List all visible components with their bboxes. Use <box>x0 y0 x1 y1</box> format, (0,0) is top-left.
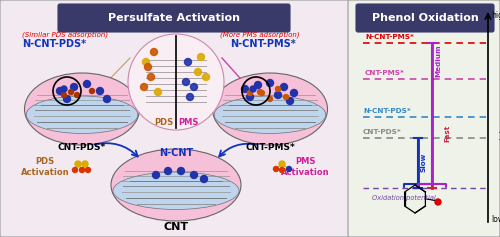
Text: low: low <box>491 214 500 223</box>
Circle shape <box>260 91 264 96</box>
Circle shape <box>250 86 256 92</box>
Text: N-CNT-PMS*: N-CNT-PMS* <box>365 34 414 40</box>
Ellipse shape <box>111 149 241 221</box>
Circle shape <box>148 73 154 81</box>
Text: CNT-PMS*: CNT-PMS* <box>245 143 295 152</box>
Circle shape <box>74 92 80 97</box>
Circle shape <box>280 168 284 173</box>
Text: CNT-PDS*: CNT-PDS* <box>58 143 106 152</box>
Circle shape <box>61 86 67 92</box>
Ellipse shape <box>214 96 326 133</box>
Circle shape <box>150 49 158 55</box>
FancyBboxPatch shape <box>58 4 290 32</box>
Text: Fast: Fast <box>444 125 450 142</box>
Circle shape <box>68 90 73 95</box>
Circle shape <box>268 96 272 101</box>
Text: PMS
Activation: PMS Activation <box>280 157 330 177</box>
Text: PDS: PDS <box>154 118 174 127</box>
Text: CNT: CNT <box>164 222 188 232</box>
Circle shape <box>266 79 274 87</box>
FancyBboxPatch shape <box>348 0 500 237</box>
Text: N-CNT-PDS*: N-CNT-PDS* <box>363 108 411 114</box>
Text: N-CNT: N-CNT <box>159 148 193 158</box>
Circle shape <box>64 96 70 102</box>
Circle shape <box>246 94 254 100</box>
Circle shape <box>274 91 281 99</box>
Circle shape <box>254 82 262 88</box>
Circle shape <box>284 95 288 100</box>
Circle shape <box>154 88 162 96</box>
Text: Potential (V): Potential (V) <box>498 93 500 141</box>
Ellipse shape <box>24 73 140 145</box>
Circle shape <box>164 168 172 174</box>
Circle shape <box>140 83 147 91</box>
Text: Slow: Slow <box>421 153 427 173</box>
Circle shape <box>72 168 78 173</box>
Circle shape <box>194 68 202 76</box>
Circle shape <box>182 78 190 86</box>
Text: CNT-PDS*: CNT-PDS* <box>363 129 402 136</box>
Text: Phenol Oxidation: Phenol Oxidation <box>372 13 478 23</box>
Circle shape <box>90 88 94 94</box>
Circle shape <box>70 83 78 91</box>
Circle shape <box>144 64 152 70</box>
Circle shape <box>286 167 292 172</box>
Text: (More PMS adsorption): (More PMS adsorption) <box>220 32 300 38</box>
Circle shape <box>248 91 252 96</box>
Circle shape <box>104 96 110 102</box>
Ellipse shape <box>212 73 328 145</box>
Circle shape <box>152 172 160 178</box>
Circle shape <box>186 94 194 100</box>
Circle shape <box>242 86 248 92</box>
Circle shape <box>84 81 90 87</box>
Circle shape <box>198 54 204 60</box>
Text: high: high <box>491 10 500 19</box>
Text: Persulfate Activation: Persulfate Activation <box>108 13 240 23</box>
Text: N-CNT-PDS*: N-CNT-PDS* <box>22 39 86 49</box>
FancyBboxPatch shape <box>0 0 350 237</box>
Circle shape <box>178 168 184 174</box>
FancyBboxPatch shape <box>356 4 494 32</box>
Circle shape <box>86 168 90 173</box>
Text: PDS
Activation: PDS Activation <box>20 157 70 177</box>
Circle shape <box>276 87 280 91</box>
Circle shape <box>75 161 81 167</box>
Text: (Similar PDS adsorption): (Similar PDS adsorption) <box>22 32 108 38</box>
Circle shape <box>62 92 66 97</box>
Circle shape <box>200 176 207 182</box>
Circle shape <box>202 73 209 81</box>
Circle shape <box>435 199 441 205</box>
Circle shape <box>280 83 287 91</box>
Ellipse shape <box>26 96 138 133</box>
Circle shape <box>274 167 278 172</box>
Circle shape <box>190 172 198 178</box>
Circle shape <box>258 90 262 95</box>
Text: N-CNT-PMS*: N-CNT-PMS* <box>230 39 296 49</box>
Ellipse shape <box>113 172 239 210</box>
Circle shape <box>184 59 192 65</box>
Circle shape <box>279 161 285 167</box>
Circle shape <box>142 59 150 65</box>
Text: Medium: Medium <box>435 45 441 77</box>
Text: Oxidation potential: Oxidation potential <box>372 195 436 201</box>
Circle shape <box>82 161 88 167</box>
Text: PMS: PMS <box>178 118 198 127</box>
Circle shape <box>80 168 84 173</box>
Circle shape <box>290 90 298 96</box>
Text: CNT-PMS*: CNT-PMS* <box>365 70 405 76</box>
Circle shape <box>286 97 294 105</box>
Circle shape <box>190 83 198 91</box>
Circle shape <box>56 87 64 95</box>
Circle shape <box>128 34 224 130</box>
Circle shape <box>96 87 103 95</box>
